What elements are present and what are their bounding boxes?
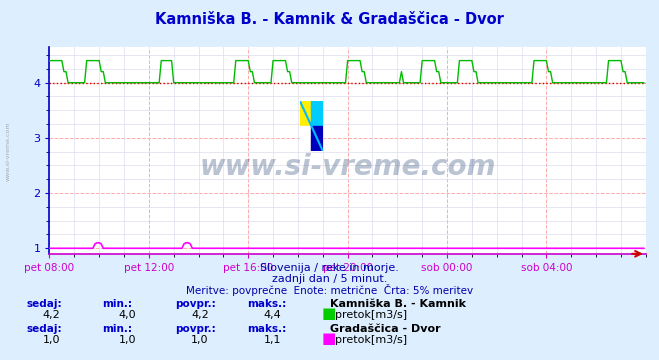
Text: www.si-vreme.com: www.si-vreme.com <box>5 121 11 181</box>
Bar <box>312 101 323 126</box>
Text: Gradaščica - Dvor: Gradaščica - Dvor <box>330 324 440 334</box>
Text: zadnji dan / 5 minut.: zadnji dan / 5 minut. <box>272 274 387 284</box>
Text: maks.:: maks.: <box>247 299 287 309</box>
Text: sedaj:: sedaj: <box>26 299 62 309</box>
Bar <box>300 101 312 126</box>
Text: 4,0: 4,0 <box>119 310 136 320</box>
Text: 4,4: 4,4 <box>264 310 281 320</box>
Text: Slovenija / reke in morje.: Slovenija / reke in morje. <box>260 263 399 273</box>
Text: 1,1: 1,1 <box>264 335 281 345</box>
Text: Meritve: povprečne  Enote: metrične  Črta: 5% meritev: Meritve: povprečne Enote: metrične Črta:… <box>186 284 473 296</box>
Text: Kamniška B. - Kamnik & Gradaščica - Dvor: Kamniška B. - Kamnik & Gradaščica - Dvor <box>155 12 504 27</box>
Bar <box>312 126 323 151</box>
Text: 1,0: 1,0 <box>43 335 61 345</box>
Text: Kamniška B. - Kamnik: Kamniška B. - Kamnik <box>330 299 465 309</box>
Text: pretok[m3/s]: pretok[m3/s] <box>335 310 407 320</box>
Text: 4,2: 4,2 <box>43 310 61 320</box>
Text: povpr.:: povpr.: <box>175 299 215 309</box>
Text: sedaj:: sedaj: <box>26 324 62 334</box>
Text: ■: ■ <box>322 331 336 346</box>
Text: min.:: min.: <box>102 299 132 309</box>
Text: maks.:: maks.: <box>247 324 287 334</box>
Text: www.si-vreme.com: www.si-vreme.com <box>200 153 496 181</box>
Text: 1,0: 1,0 <box>191 335 209 345</box>
Text: ■: ■ <box>322 306 336 320</box>
Text: 1,0: 1,0 <box>119 335 136 345</box>
Bar <box>300 126 312 151</box>
Text: povpr.:: povpr.: <box>175 324 215 334</box>
Text: pretok[m3/s]: pretok[m3/s] <box>335 335 407 345</box>
Text: 4,2: 4,2 <box>191 310 209 320</box>
Text: min.:: min.: <box>102 324 132 334</box>
